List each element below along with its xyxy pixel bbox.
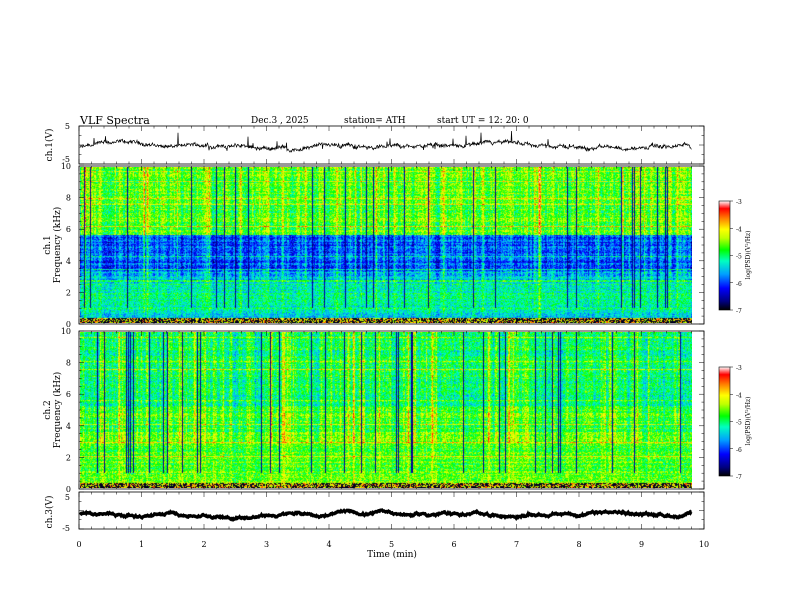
ch1-spectrogram-image [80, 167, 692, 323]
ch1-colorbar-gradient [718, 200, 731, 311]
date-label: Dec.3 , 2025 [251, 116, 309, 126]
ch2-spectrogram-image [80, 332, 692, 488]
x-tick-label-6: 6 [451, 540, 456, 549]
colorbar-tick-label--6: -6 [736, 447, 742, 454]
ch2-colorbar-label: log(PSD)(V²/Hz) [745, 397, 752, 446]
ch2-spectrogram-panel: ch.2 Frequency (kHz) [43, 330, 705, 490]
x-tick-label-7: 7 [514, 540, 519, 549]
ch1-spectrogram-ylabel-channel: ch.1 [43, 235, 53, 254]
station-label: station= ATH [344, 116, 406, 126]
x-axis-label: Time (min) [367, 549, 417, 560]
start-time-label: start UT = 12: 20: 0 [437, 116, 529, 126]
colorbar-tick-label--4: -4 [736, 392, 742, 399]
x-tick-label-3: 3 [264, 540, 269, 549]
ch1-ytick-top: 5 [65, 122, 70, 131]
colorbar-tick-label--5: -5 [736, 254, 742, 261]
ch1-spectrogram-ylabel-frequency: Frequency (kHz) [52, 207, 63, 284]
ch1-ytick-label-10: 10 [61, 162, 71, 171]
ch2-ytick-label-6: 6 [66, 390, 71, 399]
ch2-colorbar-gradient [718, 366, 731, 477]
ch1-ytick-label-0: 0 [66, 320, 71, 329]
axis-ticks: 0 1 2 3 4 5 6 7 8 9 1002468100246810-3-4-5-6-7-3-4… [61, 125, 742, 549]
colorbar-tick-label--3: -3 [736, 199, 742, 206]
x-tick-label-4: 4 [326, 540, 331, 549]
ch1-ytick-label-2: 2 [66, 288, 71, 297]
ch2-spectrogram-ylabel-frequency: Frequency (kHz) [52, 372, 63, 449]
colorbar-tick-label--6: -6 [736, 281, 742, 288]
ch2-ytick-label-10: 10 [61, 327, 71, 336]
ch2-ytick-label-2: 2 [66, 453, 71, 462]
ch1-waveform-ylabel: ch.1(V) [44, 129, 55, 162]
ch2-ytick-label-8: 8 [66, 359, 71, 368]
ch1-colorbar-label: log(PSD)(V²/Hz) [745, 231, 752, 280]
ch2-ytick-label-4: 4 [66, 422, 71, 431]
x-tick-label-5: 5 [389, 540, 394, 549]
x-tick-label-10: 10 [699, 540, 709, 549]
colorbar-tick-label--5: -5 [736, 420, 742, 427]
x-tick-label-2: 2 [201, 540, 206, 549]
x-tick-label-0: 0 [76, 540, 81, 549]
ch3-waveform-line [78, 508, 693, 523]
ch3-waveform-panel: 5 -5 ch.3(V) [44, 491, 705, 533]
ch1-ytick-label-8: 8 [66, 194, 71, 203]
ch3-ytick-top: 5 [65, 493, 70, 502]
ch3-ytick-bottom: -5 [62, 524, 70, 533]
colorbar-tick-label--7: -7 [736, 474, 742, 481]
ch2-ytick-label-0: 0 [66, 485, 71, 494]
ch1-waveform-panel: 5 -5 ch.1(V) [44, 122, 705, 165]
x-tick-label-8: 8 [576, 540, 581, 549]
ch1-ytick-label-4: 4 [66, 257, 71, 266]
ch2-spectrogram-ylabel-channel: ch.2 [43, 400, 53, 419]
colorbar-tick-label--3: -3 [736, 365, 742, 372]
colorbar-tick-label--7: -7 [736, 308, 742, 315]
ch1-waveform-frame [78, 125, 705, 165]
ch1-ytick-bottom: -5 [62, 155, 70, 164]
x-tick-label-1: 1 [139, 540, 144, 549]
figure-title: VLF Spectra [79, 114, 150, 127]
colorbar-tick-label--4: -4 [736, 226, 742, 233]
x-tick-label-9: 9 [639, 540, 644, 549]
ch1-spectrogram-panel: ch.1 Frequency (kHz) [43, 165, 705, 325]
ch3-waveform-ylabel: ch.3(V) [44, 496, 55, 529]
ch1-ytick-label-6: 6 [66, 225, 71, 234]
ch1-waveform-line [79, 130, 692, 153]
